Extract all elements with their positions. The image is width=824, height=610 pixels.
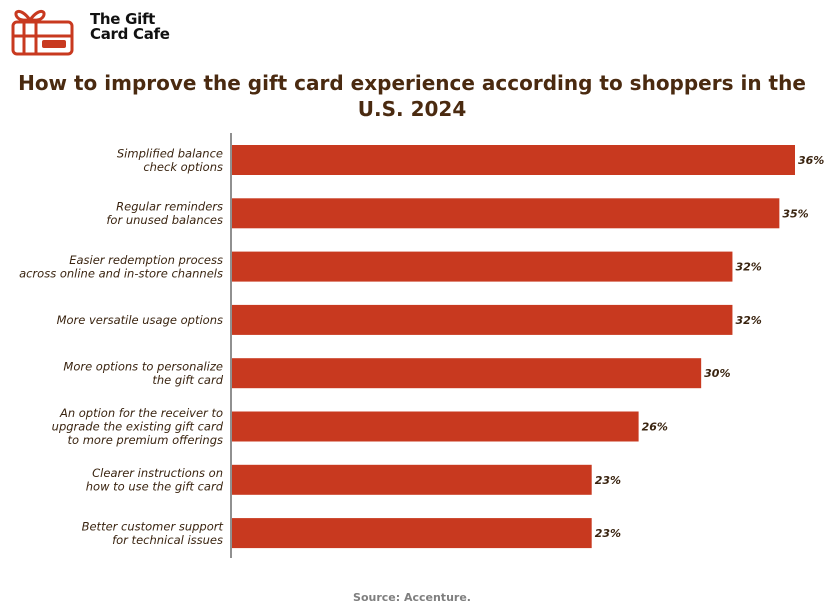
bar (232, 145, 795, 175)
chart-title: How to improve the gift card experience … (18, 71, 806, 121)
bar-value-label: 32% (735, 261, 761, 274)
brand-logo: The Gift Card Cafe (10, 2, 180, 58)
category-label: An option for the receiver to upgrade the… (52, 406, 224, 447)
bar-value-label: 35% (782, 207, 808, 220)
bar-value-label: 23% (595, 474, 621, 487)
category-label: Better customer support for technical iss… (82, 519, 224, 547)
gift-card-icon (11, 10, 74, 56)
category-label: Easier redemption process across online a… (19, 253, 223, 281)
bar-value-label: 30% (704, 367, 730, 380)
bar (232, 411, 639, 442)
category-label: More versatile usage options (57, 313, 223, 327)
category-label: Clearer instructions on how to use the gi… (86, 466, 224, 494)
category-label: Simplified balance check options (117, 146, 223, 174)
bar (232, 198, 780, 229)
category-label: Regular reminders for unused balances (106, 200, 223, 228)
bar (232, 464, 592, 495)
bar-value-label: 36% (798, 154, 824, 167)
bar-value-label: 32% (735, 314, 761, 327)
source-note: Source: Accenture. (353, 591, 471, 604)
bar (232, 358, 702, 389)
bar (232, 251, 733, 282)
bar (232, 304, 733, 335)
bar (232, 518, 592, 549)
category-label: More options to personalize the gift card (63, 359, 223, 387)
bar-value-label: 26% (642, 421, 668, 434)
bar-value-label: 23% (595, 527, 621, 540)
brand-name: The Gift Card Cafe (90, 10, 170, 43)
